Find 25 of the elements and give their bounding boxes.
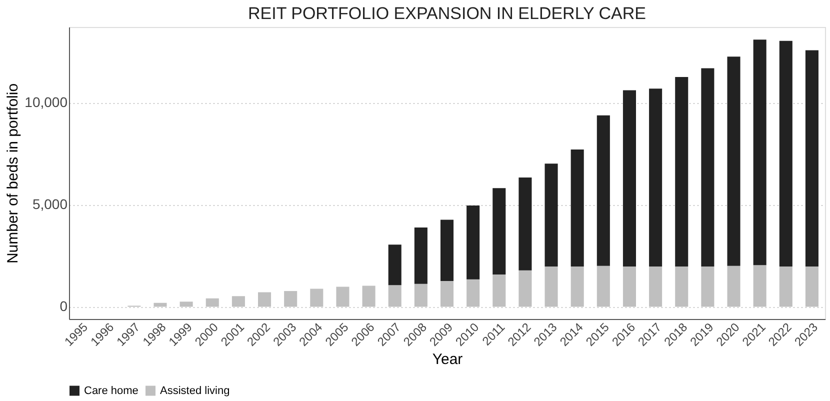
legend-label: Assisted living [160, 384, 230, 397]
bar [701, 68, 714, 267]
bar [675, 77, 688, 267]
bar [466, 205, 480, 280]
x-axis-title: Year [432, 351, 463, 368]
bar [570, 150, 584, 267]
bar [727, 56, 740, 266]
bar [753, 40, 766, 266]
bar [544, 164, 558, 267]
bar [622, 90, 636, 267]
chart-title: REIT PORTFOLIO EXPANSION IN ELDERLY CARE [248, 4, 646, 23]
legend-label: Care home [84, 384, 138, 397]
bar [779, 40, 792, 267]
bar [440, 220, 454, 282]
y-tick-label: 5,000 [32, 196, 68, 212]
y-tick-label: 10,000 [24, 94, 68, 110]
bar [805, 50, 818, 267]
bar [596, 115, 610, 266]
bar [414, 228, 428, 284]
bar [492, 188, 506, 274]
bar [518, 177, 532, 270]
y-axis-title: Number of beds in portfolio [4, 83, 22, 264]
bar [388, 244, 402, 286]
y-tick-label: 0 [60, 298, 68, 314]
bar [649, 88, 662, 267]
